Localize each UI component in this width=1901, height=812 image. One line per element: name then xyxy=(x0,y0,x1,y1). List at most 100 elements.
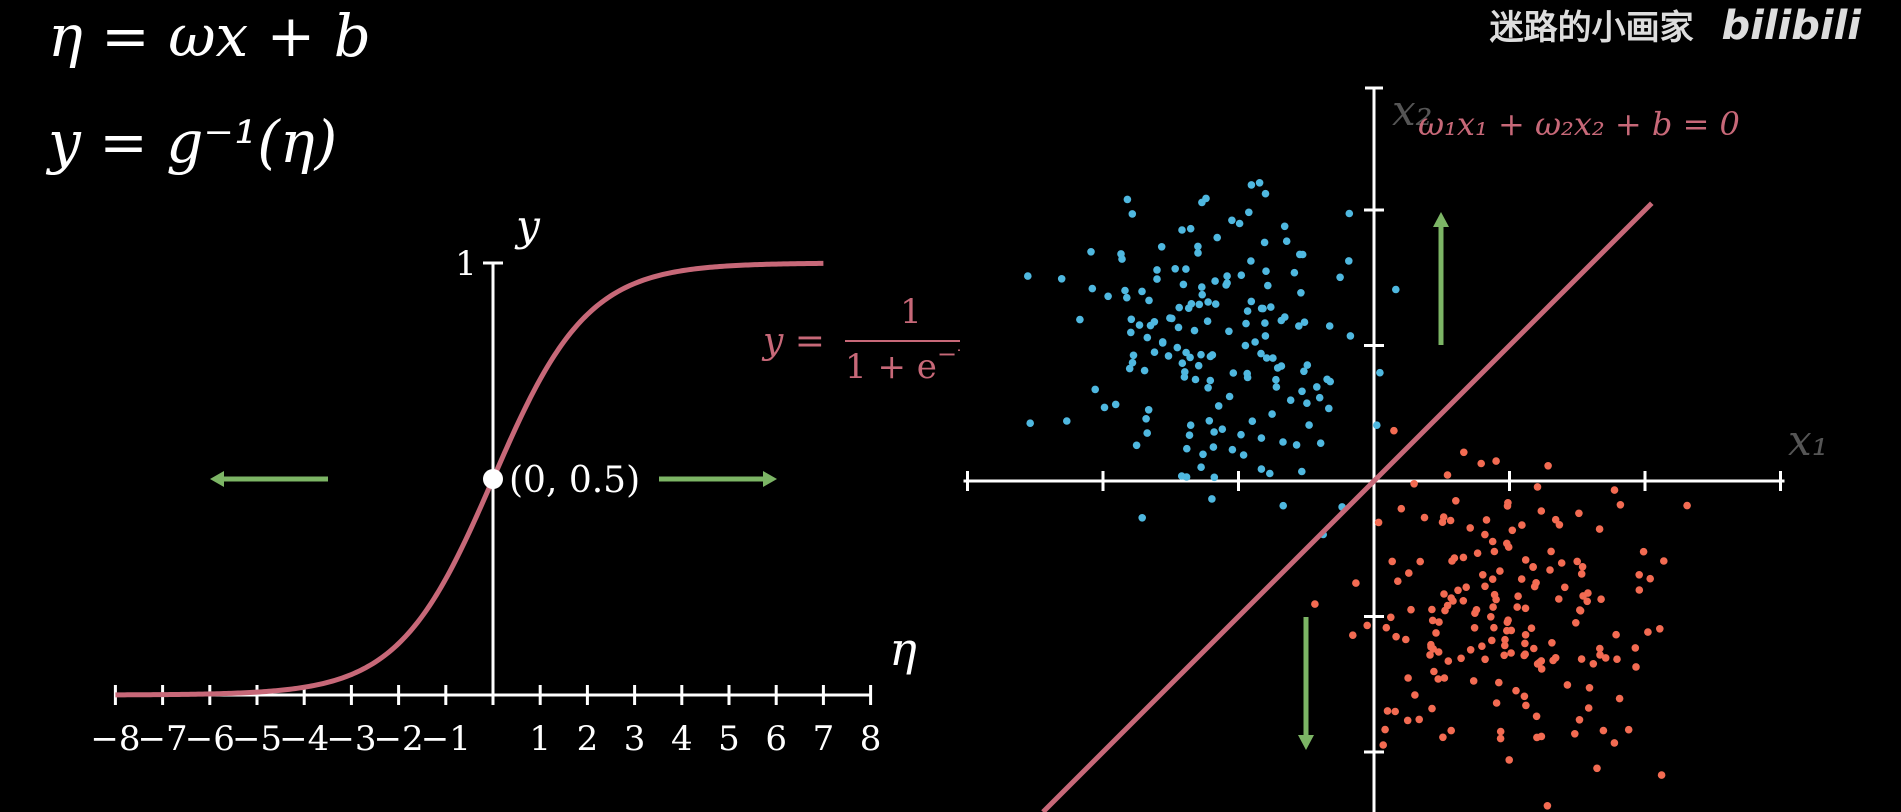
sigmoid-x-tick-label: −2 xyxy=(374,719,424,759)
class-b-point xyxy=(1543,802,1552,810)
class-b-point xyxy=(1610,739,1619,747)
class-b-point xyxy=(1514,592,1522,600)
class-b-point xyxy=(1504,543,1513,551)
class-b-point xyxy=(1428,616,1437,625)
class-a-point xyxy=(1171,265,1179,273)
class-a-point xyxy=(1296,250,1304,259)
class-a-point xyxy=(1243,307,1252,315)
class-a-point xyxy=(1247,181,1256,189)
class-b-point xyxy=(1481,530,1489,539)
class-a-point xyxy=(1268,410,1276,418)
class-b-point xyxy=(1555,595,1563,603)
class-a-point xyxy=(1223,279,1231,287)
class-b-point xyxy=(1447,726,1455,735)
class-b-point xyxy=(1487,613,1495,621)
sigmoid-y-tick-label: 1 xyxy=(455,244,477,284)
class-a-point xyxy=(1228,445,1237,454)
class-b-point xyxy=(1572,619,1580,627)
class-b-point xyxy=(1490,590,1499,599)
class-b-point xyxy=(1575,716,1584,724)
class-a-point xyxy=(1295,322,1303,330)
class-a-point xyxy=(1063,417,1071,425)
class-a-point xyxy=(1198,283,1206,291)
class-b-point xyxy=(1503,626,1511,635)
class-a-point xyxy=(1346,332,1355,340)
class-b-point xyxy=(1601,654,1610,662)
class-b-point xyxy=(1452,497,1460,505)
class-b-point xyxy=(1503,502,1512,510)
class-a-point xyxy=(1076,315,1084,324)
class-b-point xyxy=(1585,684,1594,692)
class-a-point xyxy=(1145,296,1153,305)
class-b-point xyxy=(1490,623,1498,632)
up-arrow-head xyxy=(1433,212,1449,227)
class-b-point xyxy=(1522,701,1530,710)
class-a-point xyxy=(1178,226,1186,234)
class-a-point xyxy=(1209,443,1218,451)
class-a-point xyxy=(1392,285,1400,294)
class-a-point xyxy=(1178,359,1187,368)
class-b-point xyxy=(1597,595,1605,603)
class-a-point xyxy=(1204,298,1212,306)
class-a-point xyxy=(1305,421,1313,429)
class-b-point xyxy=(1496,727,1505,736)
sigmoid-x-tick-label: 3 xyxy=(624,719,646,759)
class-b-point xyxy=(1596,651,1604,659)
class-b-point xyxy=(1507,626,1516,635)
class-a-point xyxy=(1261,319,1269,327)
watermark: 迷路的小画家 bilibili xyxy=(1490,0,1861,49)
class-b-point xyxy=(1352,579,1360,587)
class-a-point xyxy=(1260,238,1269,247)
class-a-point xyxy=(1261,189,1270,198)
class-a-point xyxy=(1173,343,1182,352)
boundary-label: ω₁x₁ + ω₂x₂ + b = 0 xyxy=(1418,105,1740,143)
class-b-point xyxy=(1521,631,1530,639)
right-arrow-head xyxy=(763,471,777,487)
class-b-point xyxy=(1387,613,1395,622)
class-b-point xyxy=(1391,707,1399,716)
class-b-point xyxy=(1533,660,1542,668)
class-b-point xyxy=(1459,553,1468,562)
class-a-point xyxy=(1313,383,1321,391)
class-b-point xyxy=(1537,507,1546,515)
sigmoid-y-label: y xyxy=(514,201,541,250)
class-b-point xyxy=(1584,704,1593,712)
class-a-point xyxy=(1203,317,1212,326)
midpoint-label: (0, 0.5) xyxy=(509,460,640,501)
sigmoid-curve xyxy=(115,260,824,698)
sigmoid-x-tick-label: 1 xyxy=(529,719,551,759)
class-b-point xyxy=(1390,426,1398,435)
class-b-point xyxy=(1363,621,1371,630)
class-a-point xyxy=(1194,361,1203,370)
class-a-point xyxy=(1123,293,1131,302)
class-a-point xyxy=(1262,354,1271,362)
class-a-point xyxy=(1345,257,1353,265)
class-a-point xyxy=(1182,473,1191,481)
class-a-point xyxy=(1100,403,1109,412)
class-a-point xyxy=(1239,451,1248,459)
class-a-point xyxy=(1197,350,1205,359)
scatter-points xyxy=(1024,179,1691,812)
class-a-point xyxy=(1143,333,1152,342)
class-b-point xyxy=(1533,483,1542,491)
class-b-point xyxy=(1503,618,1512,626)
class-a-point xyxy=(1279,501,1287,510)
class-b-point xyxy=(1520,692,1529,701)
sigmoid-x-tick-label: 2 xyxy=(577,719,599,759)
class-a-point xyxy=(1208,351,1217,359)
class-a-point xyxy=(1206,376,1215,385)
scatter-x-label: x₁ xyxy=(1788,416,1829,465)
class-a-point xyxy=(1229,369,1238,377)
class-b-point xyxy=(1469,677,1478,685)
class-b-point xyxy=(1496,567,1504,575)
class-b-point xyxy=(1460,448,1468,457)
class-b-point xyxy=(1462,583,1470,591)
class-a-point xyxy=(1117,250,1125,258)
class-b-point xyxy=(1447,594,1455,602)
class-b-point xyxy=(1382,623,1391,632)
class-b-point xyxy=(1379,741,1387,749)
class-a-point xyxy=(1243,373,1252,382)
class-b-point xyxy=(1518,521,1526,529)
class-a-point xyxy=(1237,430,1245,439)
class-b-point xyxy=(1448,557,1456,565)
